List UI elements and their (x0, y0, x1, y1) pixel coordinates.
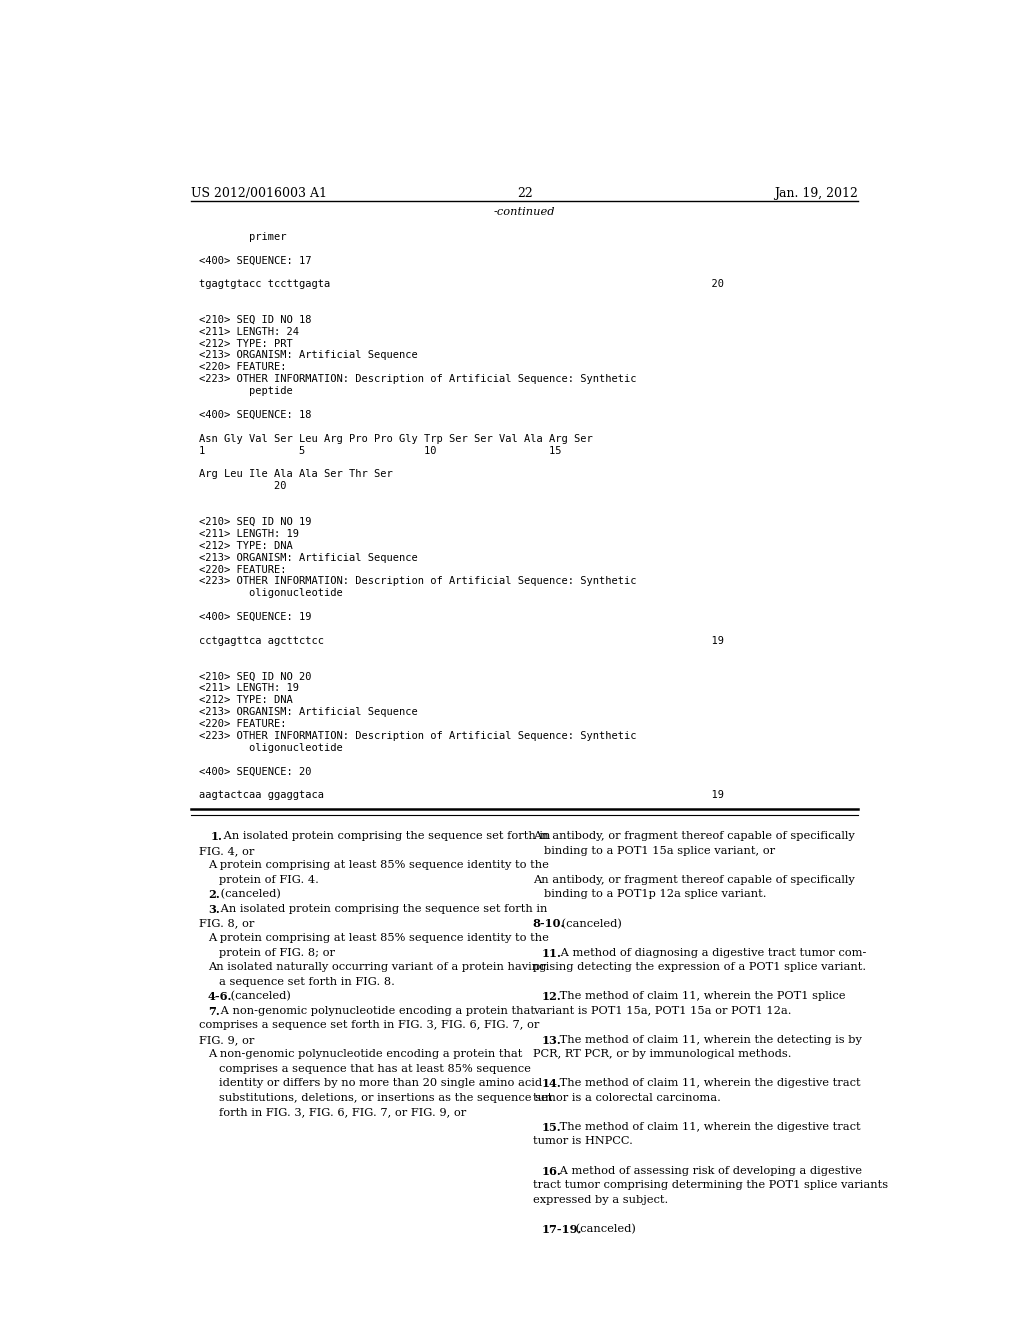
Text: tumor is a colorectal carcinoma.: tumor is a colorectal carcinoma. (532, 1093, 721, 1104)
Text: oligonucleotide: oligonucleotide (200, 743, 343, 752)
Text: 1.: 1. (211, 832, 222, 842)
Text: comprises a sequence that has at least 85% sequence: comprises a sequence that has at least 8… (219, 1064, 531, 1073)
Text: 2.: 2. (208, 890, 219, 900)
Text: aagtactcaa ggaggtaca                                                            : aagtactcaa ggaggtaca (200, 791, 724, 800)
Text: <213> ORGANISM: Artificial Sequence: <213> ORGANISM: Artificial Sequence (200, 708, 418, 717)
Text: cctgagttca agcttctcc                                                            : cctgagttca agcttctcc (200, 636, 724, 645)
Text: Asn Gly Val Ser Leu Arg Pro Pro Gly Trp Ser Ser Val Ala Arg Ser: Asn Gly Val Ser Leu Arg Pro Pro Gly Trp … (200, 434, 593, 444)
Text: <210> SEQ ID NO 19: <210> SEQ ID NO 19 (200, 517, 312, 527)
Text: binding to a POT1 15a splice variant, or: binding to a POT1 15a splice variant, or (544, 846, 775, 855)
Text: identity or differs by no more than 20 single amino acid: identity or differs by no more than 20 s… (219, 1078, 543, 1089)
Text: <223> OTHER INFORMATION: Description of Artificial Sequence: Synthetic: <223> OTHER INFORMATION: Description of … (200, 375, 637, 384)
Text: 14.: 14. (541, 1078, 561, 1089)
Text: (canceled): (canceled) (217, 890, 281, 900)
Text: 8-10.: 8-10. (532, 919, 565, 929)
Text: binding to a POT1p 12a splice variant.: binding to a POT1p 12a splice variant. (544, 890, 767, 899)
Text: An isolated naturally occurring variant of a protein having: An isolated naturally occurring variant … (208, 962, 546, 972)
Text: An isolated protein comprising the sequence set forth in: An isolated protein comprising the seque… (220, 832, 550, 841)
Text: <212> TYPE: DNA: <212> TYPE: DNA (200, 696, 293, 705)
Text: protein of FIG. 4.: protein of FIG. 4. (219, 875, 318, 884)
Text: The method of claim 11, wherein the digestive tract: The method of claim 11, wherein the dige… (556, 1078, 861, 1089)
Text: A non-genomic polynucleotide encoding a protein that: A non-genomic polynucleotide encoding a … (208, 1049, 522, 1059)
Text: <400> SEQUENCE: 17: <400> SEQUENCE: 17 (200, 255, 312, 265)
Text: The method of claim 11, wherein the POT1 splice: The method of claim 11, wherein the POT1… (556, 991, 846, 1001)
Text: A protein comprising at least 85% sequence identity to the: A protein comprising at least 85% sequen… (208, 861, 549, 870)
Text: 13.: 13. (541, 1035, 561, 1045)
Text: peptide: peptide (200, 387, 293, 396)
Text: <223> OTHER INFORMATION: Description of Artificial Sequence: Synthetic: <223> OTHER INFORMATION: Description of … (200, 577, 637, 586)
Text: FIG. 4, or: FIG. 4, or (200, 846, 255, 855)
Text: 17-19.: 17-19. (541, 1224, 582, 1234)
Text: (canceled): (canceled) (572, 1224, 636, 1234)
Text: prising detecting the expression of a POT1 splice variant.: prising detecting the expression of a PO… (532, 962, 866, 972)
Text: A method of assessing risk of developing a digestive: A method of assessing risk of developing… (556, 1166, 862, 1176)
Text: An antibody, or fragment thereof capable of specifically: An antibody, or fragment thereof capable… (532, 832, 854, 841)
Text: substitutions, deletions, or insertions as the sequence set: substitutions, deletions, or insertions … (219, 1093, 553, 1104)
Text: 11.: 11. (541, 948, 561, 958)
Text: 7.: 7. (208, 1006, 219, 1016)
Text: comprises a sequence set forth in FIG. 3, FIG. 6, FIG. 7, or: comprises a sequence set forth in FIG. 3… (200, 1020, 540, 1030)
Text: tumor is HNPCC.: tumor is HNPCC. (532, 1137, 633, 1147)
Text: An isolated protein comprising the sequence set forth in: An isolated protein comprising the seque… (217, 904, 548, 913)
Text: Arg Leu Ile Ala Ala Ser Thr Ser: Arg Leu Ile Ala Ala Ser Thr Ser (200, 470, 393, 479)
Text: <211> LENGTH: 24: <211> LENGTH: 24 (200, 327, 299, 337)
Text: <213> ORGANISM: Artificial Sequence: <213> ORGANISM: Artificial Sequence (200, 553, 418, 562)
Text: The method of claim 11, wherein the detecting is by: The method of claim 11, wherein the dete… (556, 1035, 862, 1044)
Text: <400> SEQUENCE: 20: <400> SEQUENCE: 20 (200, 767, 312, 776)
Text: <220> FEATURE:: <220> FEATURE: (200, 363, 287, 372)
Text: <211> LENGTH: 19: <211> LENGTH: 19 (200, 529, 299, 539)
Text: US 2012/0016003 A1: US 2012/0016003 A1 (191, 187, 328, 199)
Text: <400> SEQUENCE: 18: <400> SEQUENCE: 18 (200, 411, 312, 420)
Text: 20: 20 (200, 482, 287, 491)
Text: <400> SEQUENCE: 19: <400> SEQUENCE: 19 (200, 612, 312, 622)
Text: 1               5                   10                  15: 1 5 10 15 (200, 446, 562, 455)
Text: 16.: 16. (541, 1166, 561, 1176)
Text: 22: 22 (517, 187, 532, 199)
Text: A protein comprising at least 85% sequence identity to the: A protein comprising at least 85% sequen… (208, 933, 549, 942)
Text: tract tumor comprising determining the POT1 splice variants: tract tumor comprising determining the P… (532, 1180, 888, 1191)
Text: Jan. 19, 2012: Jan. 19, 2012 (774, 187, 858, 199)
Text: A non-genomic polynucleotide encoding a protein that: A non-genomic polynucleotide encoding a … (217, 1006, 535, 1015)
Text: <212> TYPE: DNA: <212> TYPE: DNA (200, 541, 293, 550)
Text: <220> FEATURE:: <220> FEATURE: (200, 565, 287, 574)
Text: 15.: 15. (541, 1122, 561, 1133)
Text: (canceled): (canceled) (226, 991, 291, 1002)
Text: protein of FIG. 8; or: protein of FIG. 8; or (219, 948, 335, 957)
Text: variant is POT1 15a, POT1 15a or POT1 12a.: variant is POT1 15a, POT1 15a or POT1 12… (532, 1006, 792, 1015)
Text: <220> FEATURE:: <220> FEATURE: (200, 719, 287, 729)
Text: -continued: -continued (494, 207, 556, 218)
Text: A method of diagnosing a digestive tract tumor com-: A method of diagnosing a digestive tract… (557, 948, 866, 957)
Text: The method of claim 11, wherein the digestive tract: The method of claim 11, wherein the dige… (556, 1122, 861, 1133)
Text: <223> OTHER INFORMATION: Description of Artificial Sequence: Synthetic: <223> OTHER INFORMATION: Description of … (200, 731, 637, 741)
Text: FIG. 9, or: FIG. 9, or (200, 1035, 255, 1044)
Text: (canceled): (canceled) (558, 919, 622, 929)
Text: 12.: 12. (541, 991, 561, 1002)
Text: PCR, RT PCR, or by immunological methods.: PCR, RT PCR, or by immunological methods… (532, 1049, 792, 1059)
Text: An antibody, or fragment thereof capable of specifically: An antibody, or fragment thereof capable… (532, 875, 854, 884)
Text: expressed by a subject.: expressed by a subject. (532, 1195, 668, 1205)
Text: <211> LENGTH: 19: <211> LENGTH: 19 (200, 684, 299, 693)
Text: tgagtgtacc tccttgagta                                                           : tgagtgtacc tccttgagta (200, 279, 724, 289)
Text: primer: primer (200, 231, 287, 242)
Text: 4-6.: 4-6. (208, 991, 232, 1002)
Text: <213> ORGANISM: Artificial Sequence: <213> ORGANISM: Artificial Sequence (200, 351, 418, 360)
Text: FIG. 8, or: FIG. 8, or (200, 919, 255, 928)
Text: a sequence set forth in FIG. 8.: a sequence set forth in FIG. 8. (219, 977, 395, 986)
Text: forth in FIG. 3, FIG. 6, FIG. 7, or FIG. 9, or: forth in FIG. 3, FIG. 6, FIG. 7, or FIG.… (219, 1107, 466, 1118)
Text: <210> SEQ ID NO 18: <210> SEQ ID NO 18 (200, 315, 312, 325)
Text: 3.: 3. (208, 904, 219, 915)
Text: <212> TYPE: PRT: <212> TYPE: PRT (200, 339, 293, 348)
Text: oligonucleotide: oligonucleotide (200, 589, 343, 598)
Text: <210> SEQ ID NO 20: <210> SEQ ID NO 20 (200, 672, 312, 681)
